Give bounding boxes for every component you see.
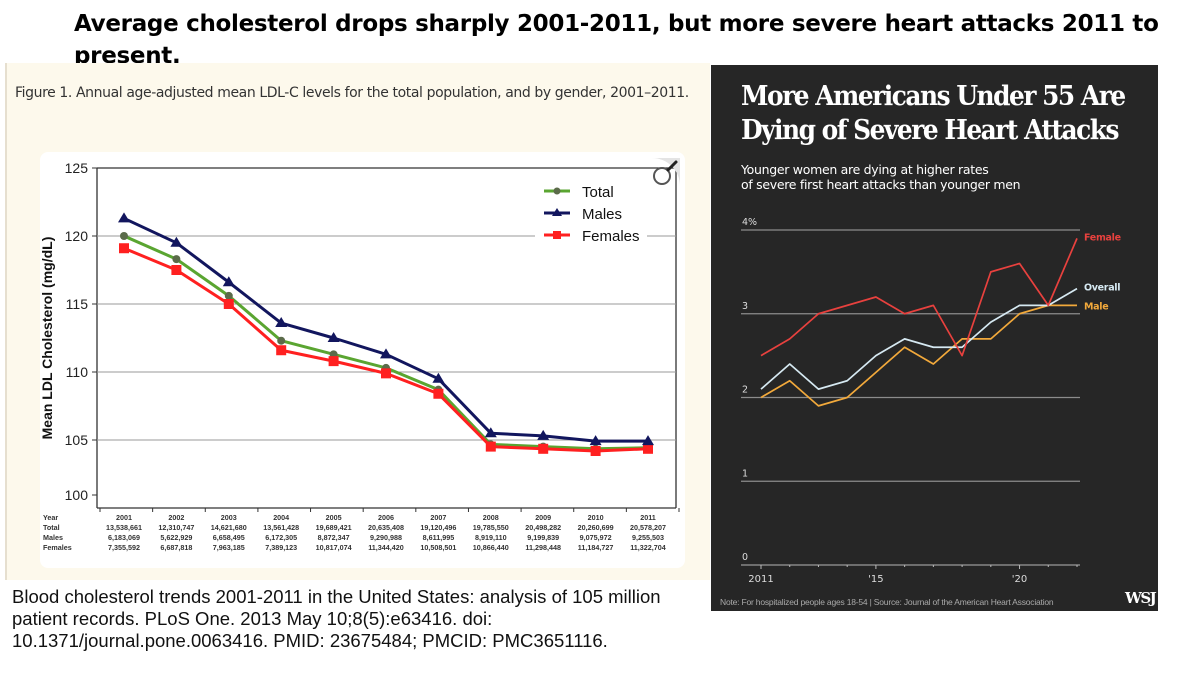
magnifier-glyph (652, 158, 680, 186)
magnifier-icon[interactable] (648, 158, 680, 190)
wsj-chart-title: More Americans Under 55 Are Dying of Sev… (741, 80, 1127, 148)
wsj-chart-subtitle: Younger women are dying at higher rates … (741, 162, 1141, 192)
wsj-logo: WSJ (1125, 589, 1157, 607)
wsj-title-line-1: More Americans Under 55 Are (741, 81, 1126, 112)
slide-headline: Average cholesterol drops sharply 2001-2… (74, 11, 1159, 69)
wsj-subtitle-line-1: Younger women are dying at higher rates (741, 162, 989, 177)
wsj-title-line-2: Dying of Severe Heart Attacks (741, 115, 1119, 146)
ldl-chart-card (40, 152, 685, 568)
citation-text: Blood cholesterol trends 2001-2011 in th… (12, 586, 661, 651)
wsj-source-note: Note: For hospitalized people ages 18-54… (720, 597, 1054, 607)
wsj-subtitle-line-2: of severe first heart attacks than young… (741, 177, 1021, 192)
figure-caption: Figure 1. Annual age-adjusted mean LDL-C… (15, 85, 689, 101)
